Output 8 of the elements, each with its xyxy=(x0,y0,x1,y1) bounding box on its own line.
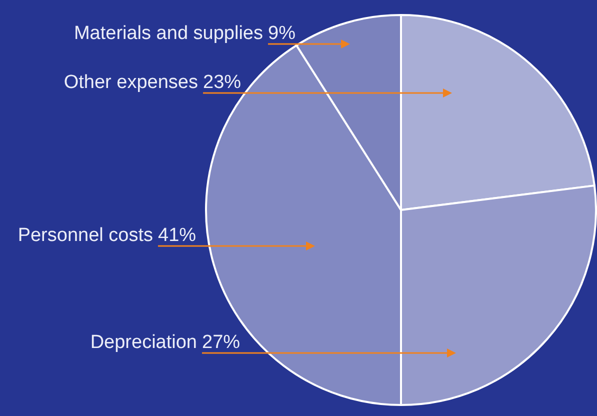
slice-label: Materials and supplies xyxy=(74,23,263,44)
slice-label: Depreciation xyxy=(90,332,197,353)
data-label: 9% xyxy=(268,23,296,44)
slice-label: Other expenses xyxy=(64,72,198,93)
data-label: 23% xyxy=(203,72,242,93)
data-label: 27% xyxy=(202,332,240,353)
data-label: 41% xyxy=(158,225,196,246)
slice-label: Personnel costs xyxy=(18,225,153,246)
